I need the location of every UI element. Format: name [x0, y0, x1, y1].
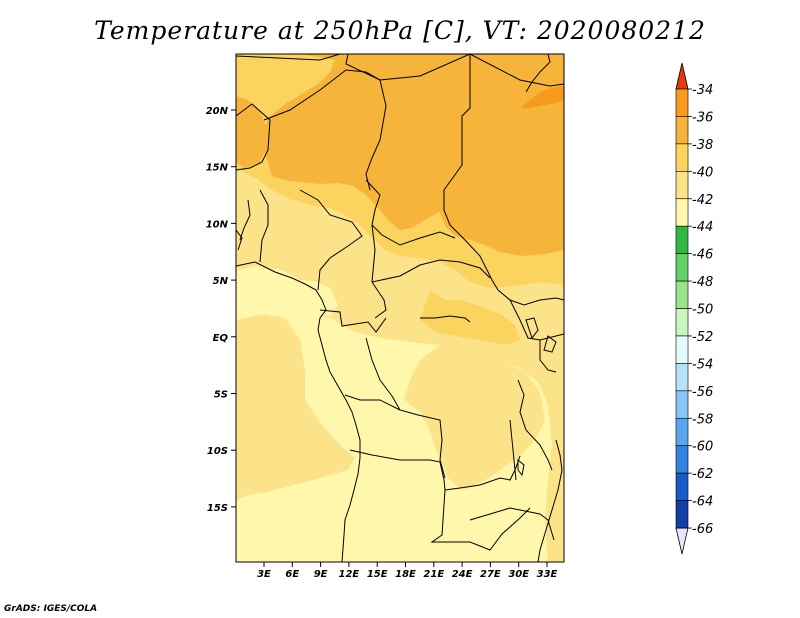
lon-tick-label: 33E — [537, 569, 558, 580]
field-band-40-38-east — [420, 290, 520, 345]
colorbar-label: -64 — [692, 495, 713, 510]
field-band-38-36-west — [236, 96, 268, 168]
lon-tick-label: 12E — [339, 569, 360, 580]
colorbar-label: -66 — [692, 522, 713, 537]
colorbar-label: -40 — [692, 165, 713, 180]
lat-tick-label: EQ — [213, 333, 229, 344]
lat-tick-label: 20N — [206, 106, 229, 117]
field-band-42-40-ocean — [236, 314, 355, 500]
colorbar-segment — [675, 363, 689, 392]
colorbar-segment — [675, 143, 689, 172]
colorbar-label: -44 — [692, 220, 713, 235]
colorbar-label: -50 — [692, 303, 713, 318]
lat-tick-label: 5N — [213, 276, 229, 287]
lat-tick-label: 10N — [206, 219, 229, 230]
latitude-axis: 20N 15N 10N 5N EQ 5S 10S 15S — [206, 106, 236, 514]
colorbar-label: -46 — [692, 248, 713, 263]
colorbar-label: -52 — [692, 330, 713, 345]
lat-tick-label: 10S — [207, 446, 228, 457]
colorbar-label: -48 — [692, 275, 713, 290]
lon-tick-label: 21E — [423, 569, 444, 580]
lon-tick-label: 15E — [367, 569, 388, 580]
coastline — [236, 54, 563, 562]
colorbar-segment — [675, 500, 689, 529]
lon-tick-label: 27E — [480, 569, 501, 580]
lon-tick-label: 30E — [508, 569, 529, 580]
colorbar-segment — [675, 445, 689, 474]
colorbar-segment — [675, 417, 689, 447]
lat-tick-label: 5S — [214, 390, 228, 401]
lon-tick-label: 24E — [452, 569, 473, 580]
colorbar-segment — [675, 308, 689, 337]
colorbar-segment — [675, 335, 689, 364]
colorbar-segment — [675, 171, 689, 200]
temperature-field — [236, 54, 564, 562]
colorbar-segment — [675, 198, 689, 227]
field-band-36-34 — [520, 86, 564, 108]
field-band-44-42-west-africa — [236, 266, 338, 320]
colorbar-segment — [675, 280, 689, 309]
lon-tick-label: 6E — [285, 569, 299, 580]
lon-tick-label: 3E — [257, 569, 271, 580]
colorbar-bottom-triangle — [675, 527, 689, 555]
lon-tick-label: 18E — [395, 569, 416, 580]
colorbar-label: -54 — [692, 357, 713, 372]
country-boundaries — [236, 54, 564, 551]
longitude-axis: 3E 6E 9E 12E 15E 18E 21E 24E 27E 30E 33E — [257, 562, 558, 580]
colorbar-segment — [675, 116, 689, 145]
colorbar-label: -34 — [692, 83, 713, 98]
colorbar-label: -56 — [692, 385, 713, 400]
colorbar-label: -38 — [692, 138, 713, 153]
colorbar-segment — [675, 88, 689, 117]
colorbar-label: -42 — [692, 193, 713, 208]
map-frame — [235, 53, 565, 563]
colorbar-top-triangle — [675, 62, 689, 90]
lon-tick-label: 9E — [314, 569, 328, 580]
field-band-38-36 — [262, 54, 564, 256]
colorbar: -34 -36 -38 -40 -42 -44 -46 -48 -50 -52 -54 -56 -58 -… — [675, 62, 713, 555]
lat-tick-label: 15S — [207, 503, 228, 514]
colorbar-segment — [675, 225, 689, 254]
colorbar-label: -60 — [692, 440, 713, 455]
colorbar-segment — [675, 390, 689, 419]
colorbar-label: -36 — [692, 110, 713, 125]
colorbar-label: -62 — [692, 467, 713, 482]
lat-tick-label: 15N — [206, 163, 229, 174]
map-title: Temperature at 250hPa [C], VT: 202008021… — [94, 16, 706, 45]
colorbar-segment — [675, 253, 689, 282]
colorbar-label: -58 — [692, 412, 713, 427]
colorbar-segment — [675, 472, 689, 501]
grads-credit: GrADS: IGES/COLA — [4, 604, 98, 614]
field-band-42-40-east — [404, 345, 545, 490]
